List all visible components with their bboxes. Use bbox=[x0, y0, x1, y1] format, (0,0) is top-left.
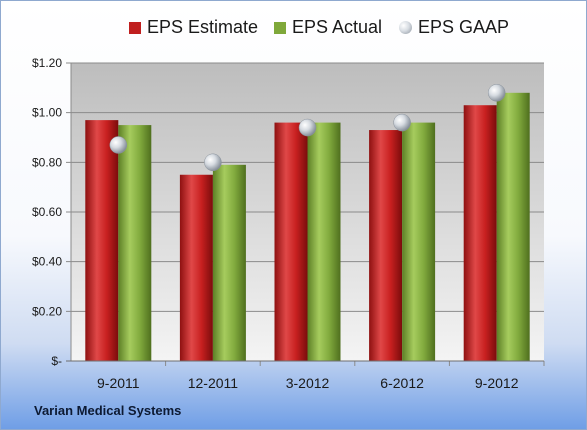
legend-label-eps-estimate: EPS Estimate bbox=[147, 17, 259, 37]
legend-label-eps-actual: EPS Actual bbox=[292, 17, 383, 37]
y-tick-label: $0.20 bbox=[32, 304, 62, 318]
marker-eps-gaap bbox=[393, 113, 411, 132]
bar-eps-estimate bbox=[274, 122, 308, 361]
marker-eps-gaap bbox=[204, 153, 222, 172]
bar-eps-estimate bbox=[85, 120, 119, 361]
company-name: Varian Medical Systems bbox=[34, 403, 182, 418]
legend-swatch-green bbox=[274, 21, 286, 34]
bar-eps-estimate bbox=[369, 130, 403, 361]
legend-label-eps-gaap: EPS GAAP bbox=[418, 17, 510, 37]
marker-eps-gaap bbox=[487, 84, 506, 102]
bar-eps-actual bbox=[307, 122, 341, 361]
x-tick-label: 9-2012 bbox=[475, 375, 519, 391]
bar-eps-actual bbox=[402, 122, 436, 361]
y-tick-label: $0.60 bbox=[32, 205, 62, 219]
x-tick-label: 3-2012 bbox=[286, 375, 330, 391]
legend-marker-gray bbox=[399, 21, 412, 34]
bar-eps-actual bbox=[212, 164, 246, 361]
y-tick-label: $0.80 bbox=[32, 155, 62, 169]
chart-svg: $- $0.20 $0.40 $0.60 $0.80 $1.00 $1.20 9-2011 12… bbox=[32, 56, 545, 391]
marker-eps-gaap bbox=[109, 136, 128, 154]
legend: EPS Estimate EPS Actual EPS GAAP bbox=[1, 17, 586, 43]
y-tick-label: $1.00 bbox=[32, 106, 62, 120]
legend-swatch-red bbox=[129, 21, 141, 34]
y-tick-label: $1.20 bbox=[32, 56, 62, 70]
x-tick-label: 9-2011 bbox=[97, 375, 140, 391]
y-tick-label: $- bbox=[51, 354, 62, 368]
x-tick-label: 6-2012 bbox=[380, 375, 424, 391]
y-tick-label: $0.40 bbox=[32, 255, 62, 269]
legend-item-eps-gaap: EPS GAAP bbox=[399, 17, 509, 38]
legend-item-eps-estimate: EPS Estimate bbox=[129, 17, 258, 38]
bar-eps-actual bbox=[496, 92, 530, 362]
bar-eps-estimate bbox=[463, 105, 497, 361]
bar-eps-actual bbox=[118, 125, 152, 361]
marker-eps-gaap bbox=[298, 118, 317, 137]
x-tick-label: 12-2011 bbox=[188, 375, 239, 391]
legend-item-eps-actual: EPS Actual bbox=[274, 17, 382, 38]
bar-eps-estimate bbox=[179, 174, 213, 361]
